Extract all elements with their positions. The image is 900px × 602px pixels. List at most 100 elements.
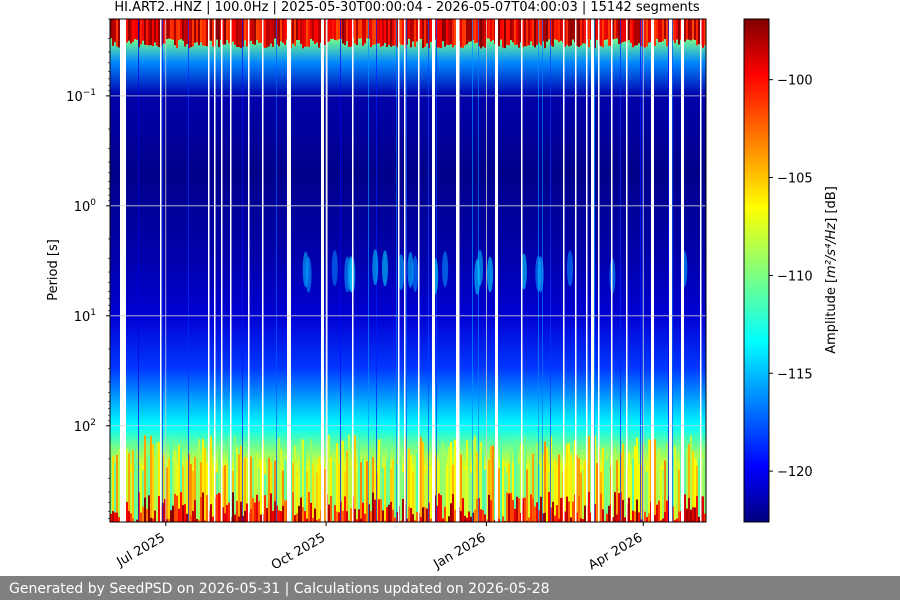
hf-column [316, 19, 318, 42]
hf-column [674, 19, 676, 43]
hf-column [358, 19, 360, 39]
lp-column [662, 518, 664, 522]
lp-column [632, 511, 634, 522]
hf-column [616, 19, 618, 38]
hf-column [150, 19, 152, 45]
hf-column [502, 19, 504, 48]
lp-column [414, 456, 416, 522]
lp-column [568, 501, 570, 522]
hf-column [366, 19, 368, 39]
lp-column [174, 494, 176, 522]
gap-line [611, 19, 613, 522]
lp-column [278, 438, 280, 522]
lp-column [116, 513, 118, 522]
hf-column [684, 19, 686, 42]
lp-column [238, 517, 240, 522]
gap-line [586, 19, 588, 522]
lp-column [544, 442, 546, 522]
hf-column [118, 19, 120, 47]
hf-column [454, 19, 456, 45]
hf-column [490, 19, 492, 41]
hf-column [422, 19, 424, 48]
x-tick-label: Apr 2026 [586, 530, 645, 573]
hf-column [446, 19, 448, 45]
lp-column [444, 507, 446, 522]
hf-column [582, 19, 584, 43]
colorbar-label-units: m²/s⁴/Hz [824, 222, 839, 278]
lp-column [246, 504, 248, 522]
lp-column [282, 506, 284, 522]
lp-column [128, 511, 130, 522]
lp-column [424, 507, 426, 522]
lp-column [280, 511, 282, 522]
hf-column [372, 19, 374, 45]
hf-column [392, 19, 394, 46]
hf-column [202, 19, 204, 45]
hf-column [266, 19, 268, 47]
lp-column [410, 508, 412, 522]
lp-column [442, 518, 444, 522]
x-tick-label: Jan 2026 [430, 530, 488, 572]
hf-column [506, 19, 508, 45]
lp-column [132, 518, 134, 522]
lp-column [156, 442, 158, 522]
hf-column [206, 19, 208, 46]
hf-column [170, 19, 172, 39]
lp-column [470, 473, 472, 522]
noise-streak [668, 19, 669, 522]
microseism-blob [477, 250, 483, 286]
lp-column [274, 501, 276, 522]
lp-column [298, 506, 300, 522]
lp-column [416, 453, 418, 522]
lp-column [194, 500, 196, 522]
hf-column [300, 19, 302, 44]
hf-column [448, 19, 450, 45]
gap-line [321, 19, 324, 522]
lp-column [260, 459, 262, 522]
gap-line [160, 19, 162, 522]
hf-column [350, 19, 352, 47]
hf-column [348, 19, 350, 47]
lp-column [476, 499, 478, 522]
lp-column [304, 511, 306, 522]
hf-column [270, 19, 272, 44]
hf-column [516, 19, 518, 45]
lp-column [454, 440, 456, 522]
hf-column [438, 19, 440, 47]
hf-column [260, 19, 262, 43]
microseism-blob [372, 249, 378, 285]
lp-column [468, 511, 470, 522]
hf-column [378, 19, 380, 43]
noise-streak [672, 19, 673, 522]
hf-column [622, 19, 624, 42]
lp-column [386, 507, 388, 522]
hf-column [426, 19, 428, 43]
lp-column [646, 517, 648, 522]
hf-column [588, 19, 590, 47]
lp-column [430, 519, 432, 522]
lp-column [336, 512, 338, 522]
microseism-blob [538, 256, 544, 292]
colorbar-label-suffix: ] [dB] [824, 186, 839, 223]
lp-column [634, 446, 636, 522]
hf-column [294, 19, 296, 46]
lp-column [504, 467, 506, 522]
lp-column [578, 496, 580, 522]
microseism-blob [344, 256, 350, 292]
hf-column [142, 19, 144, 41]
gap-line [288, 19, 291, 522]
hf-column [658, 19, 660, 42]
noise-streak [428, 19, 429, 522]
lp-column [250, 509, 252, 522]
hf-column [430, 19, 432, 42]
gap-line [120, 19, 123, 522]
hf-column [158, 19, 160, 47]
lp-column [582, 469, 584, 522]
hf-column [442, 19, 444, 41]
hf-column [460, 19, 462, 47]
lp-column [224, 513, 226, 522]
hf-column [374, 19, 376, 44]
hf-column [184, 19, 186, 46]
noise-streak [340, 19, 341, 522]
